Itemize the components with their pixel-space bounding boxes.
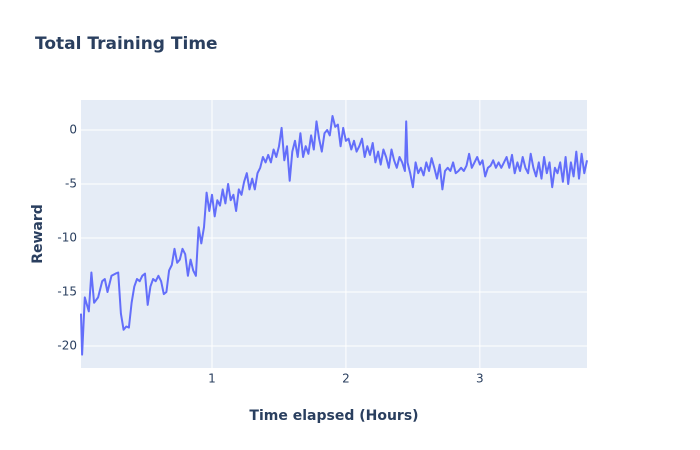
x-tick-label: 3 [476, 372, 484, 386]
y-axis-title: Reward [30, 204, 46, 264]
line [80, 115, 588, 356]
plot-area [81, 100, 587, 368]
x-tick-label: 2 [342, 372, 350, 386]
x-tick-label: 1 [208, 372, 216, 386]
x-axis-title: Time elapsed (Hours) [249, 408, 418, 424]
y-tick-label: 0 [69, 123, 77, 137]
y-tick-label: -20 [57, 338, 77, 352]
y-tick-label: -15 [57, 284, 77, 298]
chart-title: Total Training Time [35, 34, 218, 54]
y-tick-label: -5 [65, 177, 77, 191]
y-tick-label: -10 [57, 230, 77, 244]
